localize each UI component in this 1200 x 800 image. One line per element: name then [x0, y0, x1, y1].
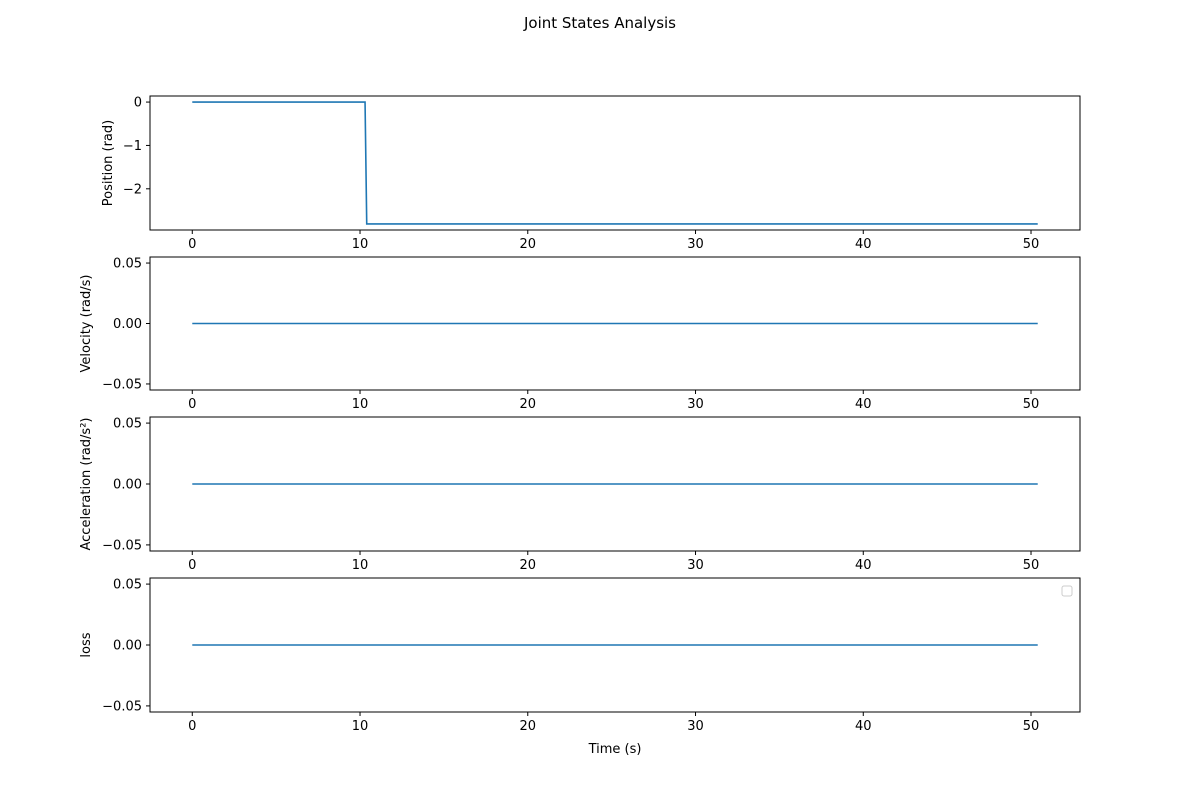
x-tick-label: 40 — [855, 719, 872, 734]
x-tick-label: 50 — [1023, 719, 1040, 734]
subplot-velocity: 0 10 20 30 40 50 0.05 0.00 −0.05 Velocity (rad/s) — [79, 256, 1081, 412]
y-axis-label-loss: loss — [79, 632, 94, 657]
x-tick-label: 50 — [1023, 237, 1040, 252]
x-tick-label: 0 — [188, 397, 196, 412]
series-line-position — [192, 101, 1038, 225]
x-tick-label: 20 — [519, 719, 536, 734]
x-tick-label: 0 — [188, 719, 196, 734]
y-tick-label: 0 — [134, 96, 142, 111]
subplot-loss: 0 10 20 30 40 50 0.05 0.00 −0.05 loss — [79, 577, 1081, 734]
x-axis-label: Time (s) — [588, 742, 642, 757]
figure-title: Joint States Analysis — [523, 14, 676, 32]
x-tick-label: 50 — [1023, 397, 1040, 412]
axes-frame-position — [149, 95, 1081, 231]
subplot-acceleration: 0 10 20 30 40 50 0.05 0.00 −0.05 Acceleration (ra… — [79, 416, 1081, 573]
y-tick-label: −0.05 — [102, 377, 142, 392]
subplots-container: 0 10 20 30 40 50 0 −1 −2 Position (rad) 0 10 20 30 40 5… — [79, 95, 1081, 734]
x-tick-label: 40 — [855, 397, 872, 412]
x-tick-label: 30 — [687, 719, 704, 734]
x-tick-label: 10 — [352, 397, 369, 412]
x-tick-label: 10 — [352, 237, 369, 252]
x-tick-label: 20 — [519, 237, 536, 252]
y-tick-label: 0.00 — [113, 639, 142, 654]
y-tick-label: 0.05 — [113, 578, 142, 593]
y-tick-label: 0.00 — [113, 478, 142, 493]
y-axis-label-acceleration: Acceleration (rad/s²) — [79, 418, 94, 551]
x-tick-label: 0 — [188, 558, 196, 573]
y-axis-label-velocity: Velocity (rad/s) — [79, 275, 94, 373]
y-tick-label: −0.05 — [102, 538, 142, 553]
x-tick-label: 10 — [352, 719, 369, 734]
y-tick-label: 0.05 — [113, 417, 142, 432]
y-axis-label-position: Position (rad) — [101, 120, 116, 206]
y-tick-label: 0.05 — [113, 257, 142, 272]
x-tick-label: 20 — [519, 558, 536, 573]
y-tick-label: −1 — [123, 139, 142, 154]
x-tick-label: 40 — [855, 237, 872, 252]
subplot-position: 0 10 20 30 40 50 0 −1 −2 Position (rad) — [101, 95, 1081, 252]
y-tick-label: 0.00 — [113, 317, 142, 332]
x-tick-label: 0 — [188, 237, 196, 252]
x-tick-label: 50 — [1023, 558, 1040, 573]
legend-box — [1061, 585, 1073, 597]
x-tick-label: 40 — [855, 558, 872, 573]
y-tick-label: −0.05 — [102, 699, 142, 714]
x-tick-label: 20 — [519, 397, 536, 412]
x-tick-label: 30 — [687, 397, 704, 412]
y-tick-label: −2 — [123, 182, 142, 197]
x-tick-label: 10 — [352, 558, 369, 573]
x-tick-label: 30 — [687, 237, 704, 252]
x-tick-label: 30 — [687, 558, 704, 573]
